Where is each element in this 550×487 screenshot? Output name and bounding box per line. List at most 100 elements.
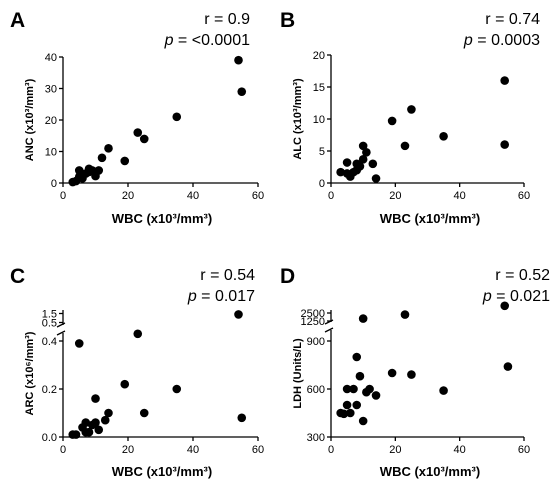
data-point (352, 400, 362, 410)
x-tick-label: 60 (252, 190, 264, 202)
data-point (91, 394, 100, 403)
panel-letter: A (10, 9, 25, 32)
data-point (81, 418, 91, 427)
x-tick-label: 20 (389, 190, 401, 202)
y-axis-label: LDH (Units/L) (292, 338, 304, 409)
data-point (74, 166, 84, 175)
data-point (71, 430, 81, 439)
data-point (139, 134, 149, 144)
p-value: p = 0.021 (482, 288, 550, 305)
axis-break-mark (56, 330, 66, 336)
data-point (133, 128, 143, 137)
y-tick-label: 900 (307, 336, 325, 348)
data-point (74, 339, 84, 348)
y-tick-label: 15 (313, 82, 325, 94)
y-tick-label: 300 (307, 432, 325, 444)
y-tick-label: 40 (45, 52, 57, 64)
x-tick-label: 20 (122, 444, 134, 456)
r-value: r = 0.54 (200, 267, 255, 284)
y-tick-label: 20 (45, 115, 57, 127)
y-tick-label: 600 (307, 384, 325, 396)
data-point (339, 409, 349, 419)
x-tick-label: 40 (454, 190, 466, 202)
axis-break-mark (56, 322, 66, 328)
data-point (100, 415, 110, 425)
y-tick-label: 0.0 (42, 432, 57, 444)
data-point (371, 391, 381, 400)
p-value: p = 0.017 (187, 288, 255, 305)
data-point (237, 87, 247, 96)
x-tick-label: 40 (187, 190, 199, 202)
data-point (91, 418, 100, 427)
x-tick-label: 20 (389, 444, 401, 456)
data-point (358, 141, 368, 151)
y-tick-label: 0.4 (42, 336, 57, 348)
data-point (104, 144, 113, 153)
data-point (342, 400, 352, 410)
data-point (139, 408, 149, 418)
data-point (362, 147, 371, 157)
data-point (358, 314, 368, 323)
panel-letter: C (10, 265, 25, 288)
x-tick-label: 0 (328, 444, 334, 456)
data-point (349, 384, 358, 394)
x-tick-label: 40 (187, 444, 199, 456)
data-point (104, 408, 113, 418)
panel-letter: D (280, 265, 295, 288)
data-point (371, 174, 381, 183)
data-point (234, 310, 243, 319)
data-point (500, 301, 510, 311)
data-point (439, 131, 448, 141)
data-point (407, 105, 416, 114)
data-point (342, 384, 352, 394)
data-point (358, 416, 368, 426)
y-tick-label: 10 (45, 147, 57, 159)
axis-break-mark (324, 327, 334, 333)
data-point (342, 158, 352, 167)
data-point (94, 425, 104, 435)
data-point (234, 55, 243, 65)
data-point (172, 384, 182, 394)
data-point (355, 371, 365, 381)
axis-break-mark (324, 319, 334, 325)
x-tick-label: 0 (328, 190, 334, 202)
data-point (358, 155, 368, 164)
data-point (346, 408, 355, 418)
p-value: p = <0.0001 (164, 32, 251, 49)
data-point (84, 427, 94, 437)
x-axis-label: WBC (x10³/mm³) (112, 211, 212, 226)
x-tick-label: 60 (518, 190, 530, 202)
data-point (400, 310, 410, 319)
data-point (336, 167, 345, 177)
y-axis-label: ALC (x10³/mm³) (292, 78, 304, 160)
y-tick-label: 0.2 (42, 384, 57, 396)
data-point (120, 156, 130, 166)
data-point (365, 384, 374, 394)
x-axis-label: WBC (x10³/mm³) (112, 464, 212, 479)
x-axis-label: WBC (x10³/mm³) (380, 211, 480, 226)
x-tick-label: 0 (60, 444, 66, 456)
x-tick-label: 60 (518, 444, 530, 456)
data-point (439, 386, 448, 395)
y-axis-label: ANC (x10³/mm³) (24, 78, 36, 161)
p-value: p = 0.0003 (463, 32, 540, 49)
y-tick-label: 30 (45, 84, 57, 96)
data-point (237, 413, 247, 423)
data-point (387, 116, 397, 126)
y-tick-label: 0 (319, 178, 325, 190)
data-point (355, 162, 365, 171)
y-tick-label: 10 (313, 114, 325, 126)
r-value: r = 0.74 (485, 11, 540, 28)
y-axis-label: ARC (x10⁶/mm³) (24, 331, 36, 415)
y-tick-label: 0 (51, 178, 57, 190)
data-point (387, 368, 397, 378)
x-tick-label: 0 (60, 190, 66, 202)
data-point (94, 166, 104, 175)
x-axis-label: WBC (x10³/mm³) (380, 464, 480, 479)
y-tick-label: 2500 (301, 308, 325, 320)
